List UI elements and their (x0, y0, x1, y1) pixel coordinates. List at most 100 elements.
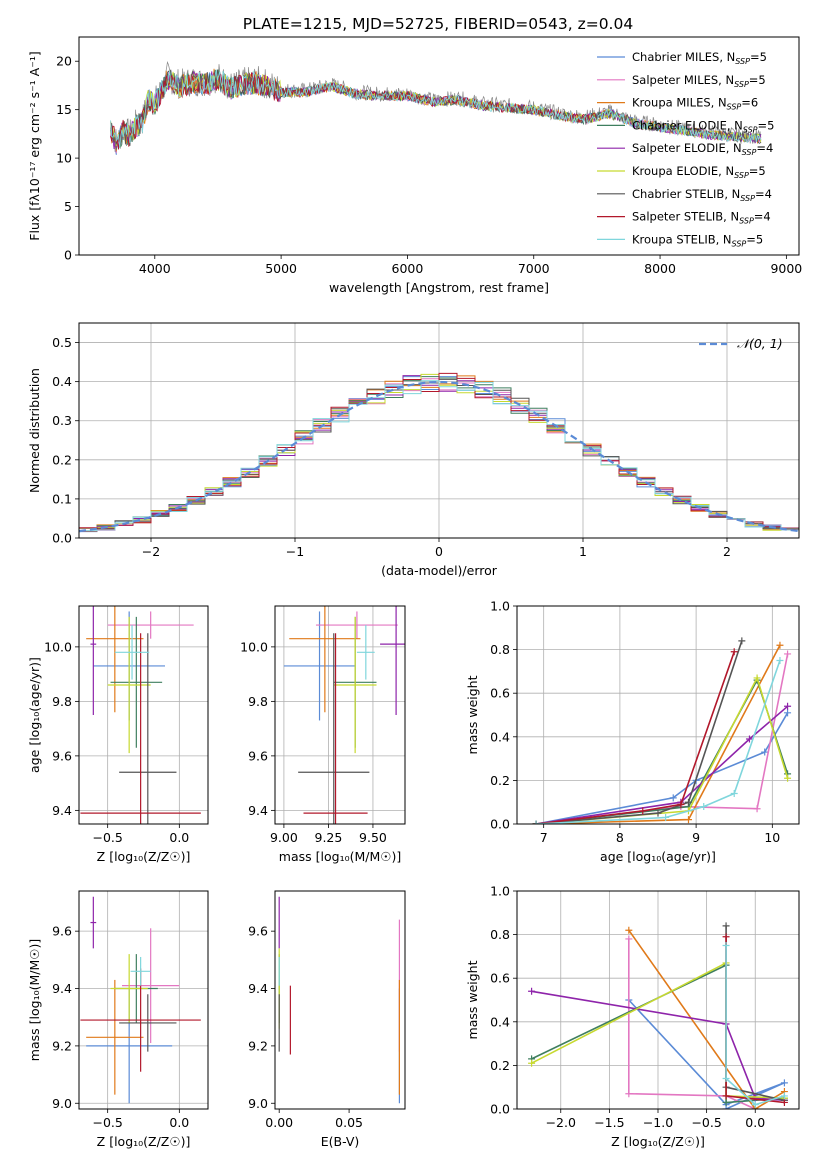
y-tick-label: 9.6 (52, 748, 72, 763)
legend: Chabrier MILES, NSSP=5 Salpeter MILES, NS… (597, 50, 774, 248)
mass-weight-line (536, 675, 789, 824)
x-tick-label: −0.5 (92, 830, 122, 845)
y-tick-label: 0.3 (52, 413, 72, 428)
x-tick-label: −0.5 (691, 1115, 721, 1130)
y-tick-label: 0.4 (490, 729, 510, 744)
x-tick-label: −1 (286, 544, 304, 559)
x-tick-label: 9 (692, 830, 700, 845)
x-tick-label: 8000 (644, 261, 676, 276)
plus-marker (625, 926, 633, 934)
x-axis-label: wavelength [Angstrom, rest frame] (329, 280, 549, 295)
plus-marker (684, 816, 692, 824)
x-tick-label: 0.0 (169, 830, 189, 845)
y-tick-label: 0 (64, 248, 72, 263)
model-spectrum-line (110, 69, 762, 147)
axes-frame (516, 605, 800, 825)
plus-marker (780, 1092, 788, 1100)
legend-entry: Kroupa STELIB, NSSP=5 (632, 232, 763, 248)
y-axis-label: Normed distribution (27, 368, 42, 493)
x-tick-label: −0.5 (92, 1115, 122, 1130)
y-axis-label: mass weight (465, 675, 480, 754)
y-tick-label: 0.0 (490, 817, 510, 832)
axes-frame (78, 322, 800, 539)
y-axis-label: age [log₁₀(age/yr)] (27, 657, 42, 773)
x-tick-label: 7 (540, 830, 548, 845)
plus-marker (738, 637, 746, 645)
plot-area (79, 372, 799, 533)
y-tick-label: 9.8 (248, 694, 268, 709)
x-tick-label: 0 (435, 544, 443, 559)
y-tick-label: 0.4 (490, 1014, 510, 1029)
x-tick-label: 0.0 (169, 1115, 189, 1130)
x-tick-label: 6000 (392, 261, 424, 276)
mass-weight-line (536, 660, 781, 824)
x-axis-label: E(B-V) (321, 1134, 360, 1149)
plus-marker (722, 933, 730, 941)
x-axis-label: Z [log₁₀(Z/Z☉)] (611, 1134, 705, 1149)
y-tick-label: 0.2 (490, 773, 510, 788)
y-tick-label: 0.8 (490, 927, 510, 942)
plus-marker (780, 1079, 788, 1087)
legend-entry: Kroupa ELODIE, NSSP=5 (632, 164, 766, 180)
y-tick-label: 5 (64, 199, 72, 214)
plus-marker (662, 813, 670, 821)
y-tick-label: 9.4 (248, 803, 268, 818)
plus-marker (776, 641, 784, 649)
model-spectrum-line (110, 71, 597, 150)
y-tick-label: 1.0 (490, 599, 510, 614)
x-tick-label: 7000 (518, 261, 550, 276)
plot-area (532, 637, 792, 824)
mass-weight-line (536, 644, 781, 824)
plus-marker (677, 800, 685, 808)
plus-marker (753, 674, 761, 682)
y-axis-label: Flux [fλ10⁻¹⁷ erg cm⁻² s⁻¹ A⁻¹] (27, 51, 42, 240)
plot-area (528, 922, 788, 1109)
y-axis-label: mass [log₁₀(M/M☉)] (27, 939, 42, 1061)
mass-weight-line (536, 651, 735, 824)
x-tick-label: 10 (764, 830, 780, 845)
y-tick-label: 9.4 (248, 981, 268, 996)
y-tick-label: 0.4 (52, 374, 72, 389)
plus-marker (776, 657, 784, 664)
legend-entry: Salpeter MILES, NSSP=5 (632, 73, 766, 89)
legend-entry: Salpeter ELODIE, NSSP=4 (632, 141, 773, 157)
y-tick-label: 0.2 (52, 452, 72, 467)
histogram-series (79, 380, 799, 532)
x-axis-label: (data-model)/error (381, 563, 498, 578)
y-tick-label: 9.0 (52, 1096, 72, 1111)
y-tick-label: 10.0 (240, 639, 268, 654)
axes-frame (516, 890, 800, 1110)
plot-mass-vs-Z: −0.5 0.0 9.0 9.2 9.4 9.6 Z [log₁₀(Z/Z☉)] mass [… (27, 890, 209, 1149)
plot-mass-vs-ebv: 0.00 0.05 9.0 9.2 9.4 9.6 E(B-V) (248, 890, 406, 1149)
axes-frame (78, 36, 800, 256)
plot-residuals: −2 −1 0 1 2 0.0 0.1 0.2 0.3 0.4 0.5 (data-model)/er… (27, 322, 800, 578)
y-tick-label: 0.0 (490, 1102, 510, 1117)
figure-title: PLATE=1215, MJD=52725, FIBERID=0543, z=0… (243, 15, 633, 33)
x-tick-label: −1.0 (643, 1115, 673, 1130)
y-tick-label: 0.8 (490, 642, 510, 657)
plot-area (283, 606, 405, 824)
y-tick-label: 9.4 (52, 981, 72, 996)
x-tick-label: −2 (142, 544, 160, 559)
plus-marker (722, 1092, 730, 1100)
x-tick-label: 8 (616, 830, 624, 845)
legend-entry: Chabrier STELIB, NSSP=4 (632, 187, 772, 203)
axes-frame (274, 890, 406, 1110)
legend-entry: Kroupa MILES, NSSP=6 (632, 96, 758, 112)
mass-weight-line (725, 945, 785, 1106)
x-tick-label: 9000 (770, 261, 802, 276)
plus-marker (654, 809, 662, 817)
plot-area (278, 896, 401, 1104)
plot-area (80, 606, 201, 824)
y-tick-label: 1.0 (490, 884, 510, 899)
axes-frame (274, 605, 406, 825)
plus-marker (528, 987, 536, 995)
plus-marker (700, 803, 708, 811)
y-tick-label: 9.0 (248, 1096, 268, 1111)
plus-marker (751, 1101, 759, 1109)
legend-entry: 𝒩(0, 1) (737, 336, 783, 351)
model-spectrum-line (110, 69, 762, 149)
plus-marker (784, 709, 792, 717)
y-tick-label: 0.0 (52, 531, 72, 546)
plus-marker (730, 789, 738, 797)
